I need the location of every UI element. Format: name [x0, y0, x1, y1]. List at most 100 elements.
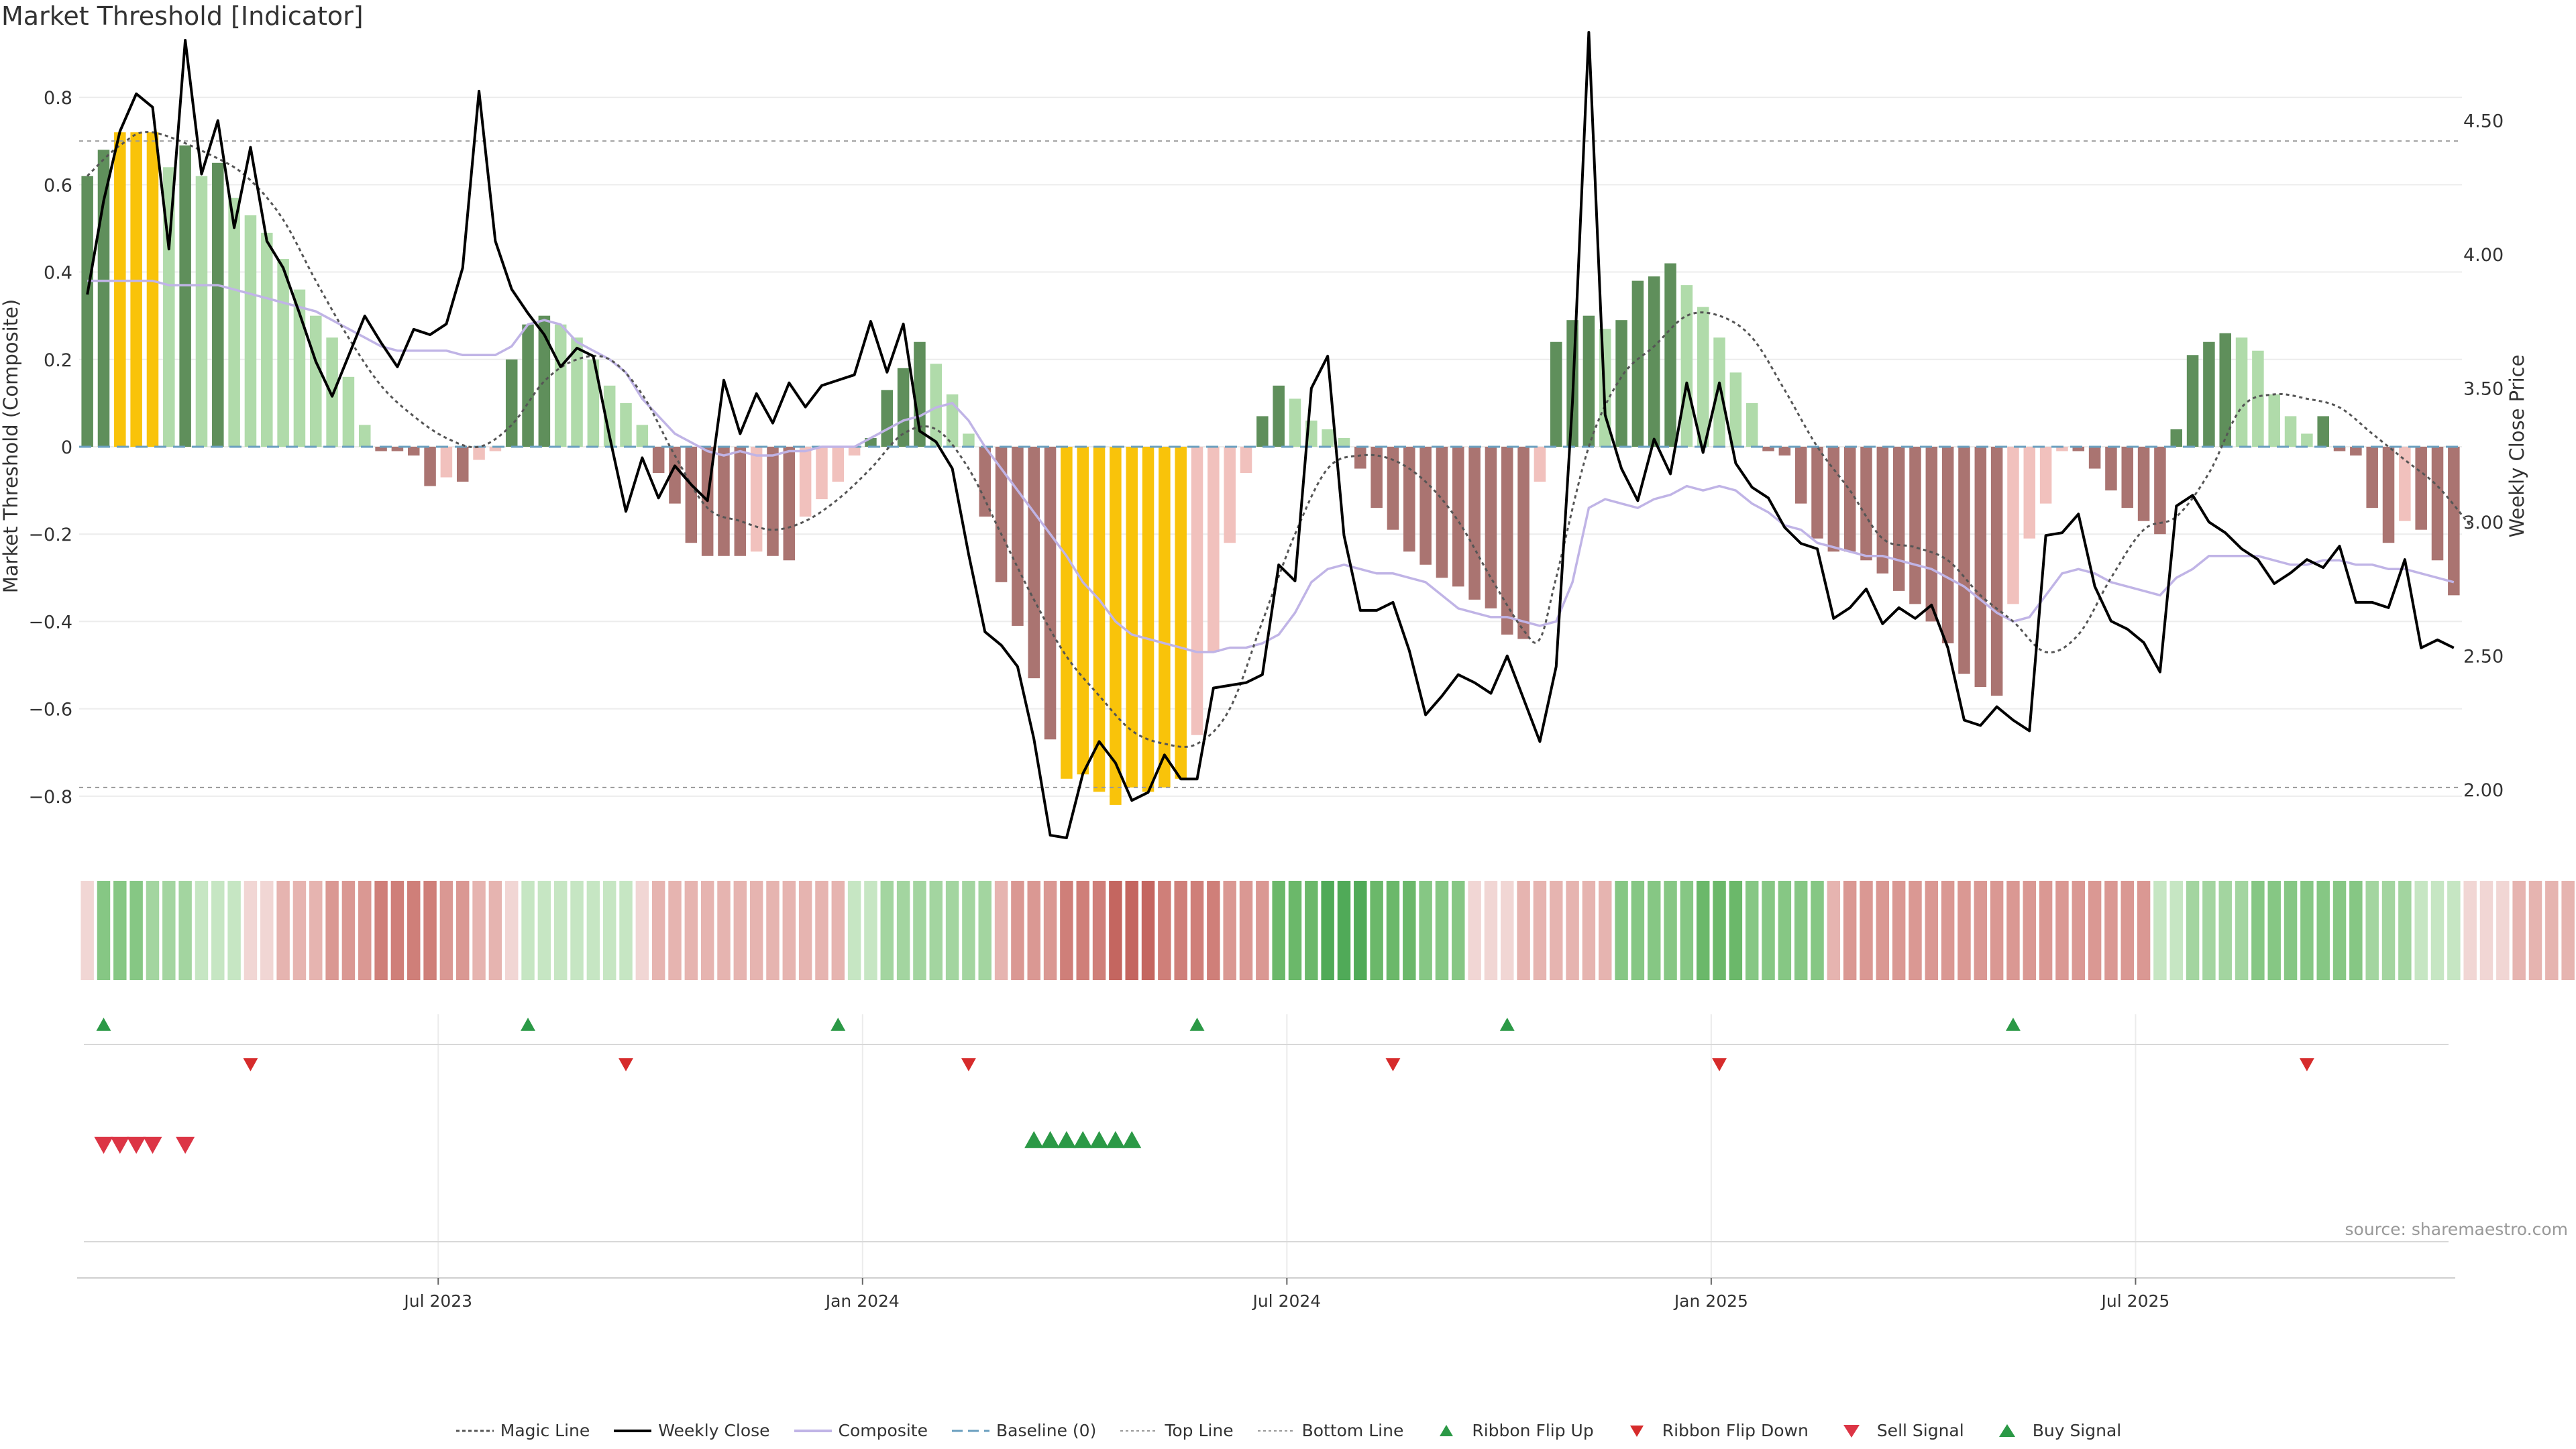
ribbon-cell [1957, 881, 1971, 980]
ribbon-cell [1288, 881, 1302, 980]
ribbon-cell [521, 881, 535, 980]
x-tick-label: Jan 2024 [824, 1291, 900, 1311]
ribbon-cell [439, 881, 453, 980]
bottom-line-swatch [1257, 1430, 1295, 1432]
x-tick-label: Jul 2025 [2100, 1291, 2170, 1311]
composite-bar [1517, 446, 1529, 639]
y-tick-label-right: 3.50 [2463, 379, 2504, 400]
legend: Magic Line Weekly Close Composite Baseli… [0, 1421, 2576, 1440]
ribbon-cell [1452, 881, 1465, 980]
composite-bar [2268, 394, 2280, 447]
composite-bar [1794, 446, 1807, 504]
sell-signal-marker [127, 1136, 146, 1154]
triangle-up-icon [1440, 1424, 1454, 1436]
ribbon-cell [1076, 881, 1089, 980]
ribbon-cell [1027, 881, 1040, 980]
composite-bars [81, 132, 2460, 805]
ribbon-cell [962, 881, 975, 980]
composite-bar [2186, 355, 2199, 447]
legend-item-weekly-close: Weekly Close [612, 1421, 770, 1440]
legend-item-magic-line: Magic Line [455, 1421, 590, 1440]
composite-bar [522, 324, 534, 447]
ribbon-cell [2023, 881, 2037, 980]
composite-bar [391, 446, 404, 451]
composite-bar [1746, 402, 1758, 447]
composite-bar [212, 162, 224, 447]
ribbon-cell [341, 881, 356, 980]
ribbon-cell [1272, 881, 1285, 980]
ribbon-cell [1207, 881, 1220, 980]
ribbon-cell [1696, 881, 1710, 980]
ribbon-cell [2545, 881, 2559, 980]
ribbon-cell [1941, 881, 1955, 980]
composite-bar [1631, 280, 1644, 447]
legend-label: Bottom Line [1301, 1421, 1404, 1440]
ribbon-flip-down-marker [961, 1058, 976, 1071]
ribbon-cell [2381, 881, 2396, 980]
composite-bar [1093, 446, 1106, 792]
composite-bar [832, 446, 845, 482]
top-line-swatch [1120, 1430, 1159, 1432]
legend-item-ribbon-flip-down: Ribbon Flip Down [1617, 1421, 1809, 1440]
composite-bar [1664, 263, 1676, 447]
ribbon-cell [1239, 881, 1253, 980]
ribbon-cell [178, 881, 192, 980]
ribbon-cell [2349, 881, 2363, 980]
composite-bar [424, 446, 436, 486]
ribbon-cell [1305, 881, 1318, 980]
ribbon-cell [80, 881, 94, 980]
legend-label: Ribbon Flip Down [1662, 1421, 1809, 1440]
ribbon-cell [831, 881, 845, 980]
ribbon-cell [994, 881, 1008, 980]
ribbon-cell [472, 881, 486, 980]
composite-bar [2366, 446, 2378, 508]
composite-bar [2056, 446, 2068, 451]
ribbon-flip-down-marker [1385, 1058, 1401, 1071]
composite-bar [342, 376, 355, 447]
ribbon-cell [570, 881, 584, 980]
legend-item-top-line: Top Line [1119, 1421, 1234, 1440]
ribbon-cell [782, 881, 796, 980]
series-lines [79, 31, 2471, 840]
ribbon-cell [864, 881, 877, 980]
ribbon-cell [1158, 881, 1171, 980]
composite-bar [1860, 446, 1872, 561]
composite-bar [1582, 315, 1595, 447]
composite-bar [1012, 446, 1024, 626]
composite-bar [881, 390, 894, 447]
composite-bar [734, 446, 747, 556]
ribbon-cell [798, 881, 812, 980]
sell-signal-marker [176, 1136, 195, 1154]
composite-bar [1501, 446, 1513, 635]
composite-bar [2219, 333, 2231, 447]
ribbon-cell [1892, 881, 1906, 980]
weekly-close-swatch [614, 1429, 652, 1432]
composite-bar [2072, 446, 2085, 451]
composite-bar [2007, 446, 2019, 604]
ribbon-cell [1990, 881, 2004, 980]
ribbon-cell [407, 881, 421, 980]
ribbon-cell [2561, 881, 2575, 980]
composite-bar [1142, 446, 1155, 792]
ribbon-cell [1811, 881, 1824, 980]
buy-signal-marker [1073, 1131, 1093, 1148]
composite-bar [375, 446, 387, 451]
composite-bar [2448, 446, 2460, 596]
ribbon-flip-up-marker [2005, 1018, 2021, 1031]
ribbon-flip-down-marker [243, 1058, 258, 1071]
legend-label: Weekly Close [658, 1421, 770, 1440]
ribbon-cell [2235, 881, 2249, 980]
composite-bar [293, 289, 306, 447]
ribbon-cell [2104, 881, 2118, 980]
composite-bar [2317, 416, 2329, 447]
composite-bar [1110, 446, 1122, 805]
ribbon-cell [2463, 881, 2477, 980]
ribbon-cell [553, 881, 568, 980]
composite-bar [587, 359, 600, 447]
ribbon-cell [1141, 881, 1155, 980]
ribbon-cell [325, 881, 339, 980]
composite-bar [750, 446, 763, 552]
legend-item-ribbon-flip-up: Ribbon Flip Up [1426, 1421, 1594, 1440]
composite-bar [1827, 446, 1840, 552]
ribbon-cell [1729, 881, 1743, 980]
